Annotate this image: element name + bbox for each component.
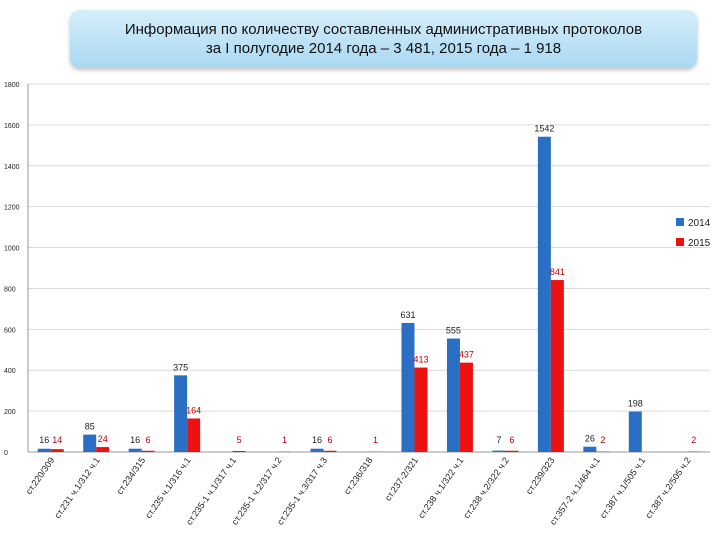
y-tick-label: 600 [4,327,16,334]
bar-2014 [310,448,324,452]
bar-2015 [414,367,428,452]
bar-2015 [232,450,246,452]
y-tick-label: 1200 [4,205,20,212]
bar-2015 [505,450,519,452]
bar-2014 [83,434,97,452]
category-label: ст.235-1 ч.1/317 ч.1 [184,455,238,526]
category-label: ст.387 ч.1/505 ч.1 [598,455,648,520]
bar-2014 [583,446,597,452]
category-label: ст.235 ч.1/316 ч.1 [143,455,193,520]
data-label-2015: 413 [413,355,428,365]
title-line-1: Информация по количеству составленных ад… [124,21,643,38]
data-label-2014: 375 [173,362,188,372]
y-tick-label: 800 [4,286,16,293]
bar-2015 [459,362,473,452]
data-label-2015: 2 [691,435,696,445]
category-label: ст.238 ч.2/322 ч.2 [462,455,512,520]
category-label: ст.238 ч.1/322 ч.1 [416,455,466,520]
title-line-2: за I полугодие 2014 года – 3 481, 2015 г… [205,40,562,57]
data-label-2015: 14 [52,435,62,445]
category-label: ст.235-1 ч.3/317 ч.3 [275,455,329,526]
bar-2014 [174,375,188,452]
data-label-2014: 1542 [534,124,554,134]
data-label-2014: 555 [446,326,461,336]
data-label-2015: 164 [186,405,201,415]
legend-swatch-2015 [676,238,684,246]
bar-2014 [401,322,415,452]
bar-2015 [323,450,337,452]
data-label-2015: 841 [550,267,565,277]
bar-2014 [492,450,506,452]
data-label-2014: 16 [130,435,140,445]
y-tick-label: 1000 [4,246,20,253]
category-label: ст.236/318 [342,455,375,496]
data-label-2015: 6 [328,435,333,445]
data-label-2015: 1 [282,435,287,445]
data-label-2014: 16 [39,435,49,445]
category-label: ст.387 ч.2/505 ч.2 [643,455,693,520]
legend-label-2014: 2014 [688,218,711,229]
data-label-2015: 5 [237,435,242,445]
y-tick-label: 1800 [4,82,20,89]
bar-2014 [628,411,642,452]
category-label: ст.357-2 ч.1/464 ч.1 [548,455,602,526]
bar-2015 [50,449,64,452]
y-tick-label: 400 [4,368,16,375]
bar-2015 [141,450,155,452]
category-label: ст.234/315 [115,455,148,496]
chart-title: Информация по количеству составленных ад… [70,10,697,68]
category-label: ст.220/309 [24,455,57,496]
data-label-2015: 24 [98,434,108,444]
data-label-2014: 198 [628,399,643,409]
category-label: ст.235-1 ч.2/317 ч.2 [230,455,284,526]
category-label: ст.239/323 [524,455,557,496]
data-label-2015: 6 [509,435,514,445]
bar-2014 [446,338,460,452]
data-label-2014: 631 [400,310,415,320]
category-label: ст.231 ч.1/312 ч.1 [52,455,102,520]
bar-2015 [550,280,564,452]
bar-2014 [128,448,142,452]
bar-2014 [537,136,551,452]
bar-2015 [96,447,110,452]
data-label-2015: 437 [459,350,474,360]
data-label-2014: 85 [85,422,95,432]
data-label-2015: 1 [373,435,378,445]
data-label-2015: 6 [146,435,151,445]
y-tick-label: 200 [4,409,16,416]
legend-label-2015: 2015 [688,238,711,249]
data-label-2014: 26 [585,434,595,444]
y-tick-label: 0 [4,450,8,457]
bar-2014 [37,448,51,452]
y-tick-label: 1600 [4,123,20,130]
data-label-2014: 16 [312,435,322,445]
y-tick-label: 1400 [4,164,20,171]
legend-swatch-2014 [676,218,684,226]
category-label: ст.237-2/321 [383,455,420,502]
data-label-2015: 2 [600,435,605,445]
data-label-2014: 7 [496,435,501,445]
bar-2015 [187,418,201,452]
